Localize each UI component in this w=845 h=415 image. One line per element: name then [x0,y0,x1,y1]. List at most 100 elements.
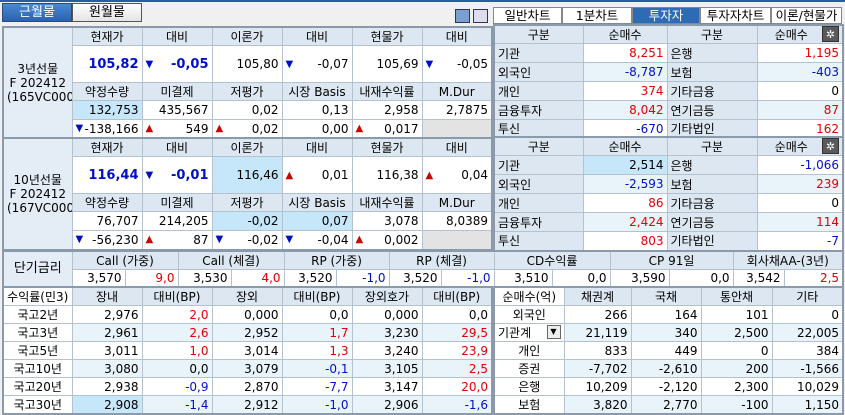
investor-type: 기관 [493,155,584,175]
arrow-up-icon: ▲ [145,234,154,246]
yield-value: 2,912 [211,395,283,415]
column-header: 약정수량 [71,193,143,212]
net-buy-value: 1,150 [771,395,844,415]
column-header: M.Dur [421,193,493,212]
arrow-down-icon: ▼ [215,234,224,246]
header-label: 구분 [700,28,724,42]
column-header: 이론가 [211,26,283,46]
yield-value: 29,5 [421,323,493,342]
futures-label: 10년선물 F 202412 (167VC000) [2,137,73,250]
column-header: 현물가 [351,26,423,46]
futures-value: -0,01 [171,167,209,183]
net-buy-value: -1,566 [771,359,844,378]
futures-value-cell: 3,078 [351,211,423,231]
tab-investor-chart[interactable]: 투자자차트 [700,7,771,24]
net-buy-value: 0 [700,341,773,360]
investor-type: 보험 [666,174,758,194]
net-buy-value: 2,300 [700,377,773,396]
rate-value: 3,530 [177,269,232,288]
net-buy-value: 101 [700,305,773,324]
net-buy-value: -7,702 [563,359,632,378]
net-buy-value: 2,514 [582,155,668,175]
settings-gear-icon[interactable]: ✲ [822,138,839,154]
netbuy-table: 순매수(억) 채권계 국채 통안채 기타 외국인 266 164 101 0 기관계 ▼ 21,119 3… [493,286,844,415]
futures-label-line: 3년선물 [17,61,59,76]
yield-value: 2,5 [421,359,493,378]
investor-type: 연기금등 [666,212,758,232]
yield-value: -1,0 [281,395,353,415]
net-buy-value: 8,251 [582,43,668,63]
futures-value: 116,46 [236,168,279,182]
futures-value: 3,078 [384,214,419,228]
tab-theory-spot[interactable]: 이론/현물가 [771,7,842,24]
yield-value: -7,7 [281,377,353,396]
futures-value: 2,7875 [446,103,488,117]
investor-type: 투신 [493,119,584,139]
futures-value: 0,13 [321,103,349,117]
rate-diff: -1,0 [335,269,390,288]
futures-value-cell: ▼ -0,05 [141,45,213,83]
column-header: 대비(BP) [421,286,493,306]
column-header: 저평가 [211,193,283,212]
tab-far-month[interactable]: 원월물 [72,3,142,22]
header-label: 순매수 [608,140,642,154]
rate-diff: -1,0 [440,269,495,288]
futures-value-cell: 2,958 [351,100,423,120]
yield-value: -0,1 [281,359,353,378]
yield-value: 0,0 [141,359,213,378]
tab-1min-chart[interactable]: 1분차트 [562,7,632,24]
net-buy-value: 162 [756,119,844,139]
column-header: 대비 [281,137,353,157]
net-buy-value: 374 [582,81,668,101]
futures-value-cell: 8,0389 [421,211,493,231]
column-header: 순매수 [582,136,668,156]
futures-value-cell: 105,80 [211,45,283,83]
futures-value-cell: ▲ 0,01 [281,156,353,194]
futures-value-cell: ▲ 549 [141,119,213,139]
net-buy-value: 2,500 [700,323,773,342]
futures-value: 0,04 [461,168,488,182]
investor-selector[interactable]: 기관계 ▼ [493,323,565,342]
tab-general-chart[interactable]: 일반차트 [493,7,562,24]
futures-value: 2,958 [384,103,419,117]
futures-label-line: F 202412 [9,186,67,201]
column-header: 현물가 [351,137,423,157]
yield-value: 3,080 [71,359,143,378]
futures-value-cell: 435,567 [141,100,213,120]
net-buy-value: 8,042 [582,100,668,120]
yield-value: 2,0 [141,305,213,324]
futures-value-cell: 2,7875 [421,100,493,120]
net-buy-value: -2,120 [630,377,702,396]
futures-value: 105,82 [88,56,139,72]
settings-gear-icon[interactable]: ✲ [822,26,839,42]
futures-value: 0,07 [321,214,349,228]
futures-value-cell: 116,44 [71,156,143,194]
net-buy-value: 200 [700,359,773,378]
investor-type: 증권 [493,359,565,378]
net-buy-value: 1,195 [756,43,844,63]
rate-diff: 4,0 [230,269,285,288]
collapse-layout-icon[interactable] [473,9,488,23]
net-buy-value: -8,787 [582,62,668,82]
header-label: 순매수 [774,140,808,154]
futures-value: 0,01 [321,168,349,182]
chevron-down-icon[interactable]: ▼ [546,325,561,339]
yield-value: 3,011 [71,341,143,360]
expand-layout-icon[interactable] [455,9,470,23]
futures-value: -56,230 [92,232,139,247]
futures-value-cell: ▲ 0,002 [351,230,423,250]
futures-value-cell: 0,07 [281,211,353,231]
rate-header: RP (가중) [283,250,390,270]
futures-value: 0,002 [384,232,419,247]
net-buy-value: 0 [771,305,844,324]
tab-near-month[interactable]: 근월물 [2,3,72,22]
futures-label-line: (165VC000) [7,89,72,104]
tab-investor[interactable]: 투자자 [632,7,700,24]
yield-value: 1,0 [141,341,213,360]
investor-type: 외국인 [493,305,565,324]
investor-type: 은행 [666,155,758,175]
yield-value: 2,870 [211,377,283,396]
rate-value: 3,520 [283,269,337,288]
futures-value-cell: 116,46 [211,156,283,194]
futures-label-line: F 202412 [9,75,67,90]
